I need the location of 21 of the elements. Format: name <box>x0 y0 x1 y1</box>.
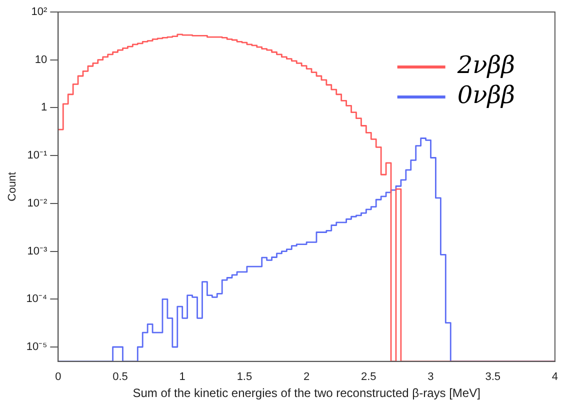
x-tick-label: 4 <box>552 371 558 384</box>
y-tick-label: 10⁻¹ <box>27 150 48 162</box>
y-tick-label: 10⁻³ <box>27 245 48 258</box>
y-tick-label: 10⁻⁵ <box>26 341 48 354</box>
y-axis-title: Count <box>6 172 19 202</box>
x-tick-label: 3.5 <box>485 371 500 384</box>
x-tick-label: 2.5 <box>361 371 376 384</box>
x-tick-label: 1.5 <box>236 371 252 384</box>
x-tick-label: 1 <box>179 371 186 384</box>
x-tick-label: 0.5 <box>112 371 128 384</box>
legend-label: 2νββ <box>456 51 515 80</box>
x-axis-title: Sum of the kinetic energies of the two reconstructed β-rays [MeV] <box>132 386 480 400</box>
y-tick-label: 10⁻⁴ <box>26 293 48 306</box>
y-tick-label: 1 <box>41 102 48 114</box>
y-tick-label: 10² <box>31 6 48 18</box>
legend-label: 0νββ <box>457 81 515 110</box>
x-tick-label: 3 <box>428 371 434 384</box>
y-tick-label: 10⁻² <box>27 197 48 210</box>
x-tick-label: 2 <box>303 371 310 384</box>
y-tick-label: 10 <box>34 54 48 66</box>
x-tick-label: 0 <box>55 371 62 384</box>
